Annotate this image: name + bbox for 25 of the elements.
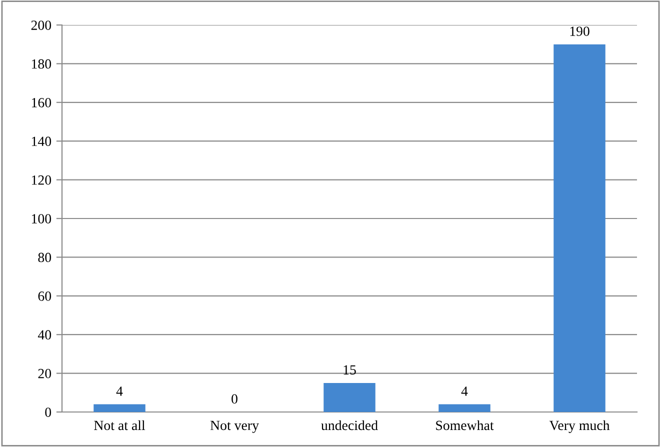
x-tick-label: Not at all — [94, 420, 146, 430]
data-label: 4 — [116, 386, 123, 396]
y-tick-label: 60 — [38, 291, 52, 301]
bar — [438, 404, 490, 412]
x-tick-label: Not very — [210, 420, 259, 433]
x-tick-label: undecided — [321, 420, 378, 430]
data-label: 15 — [344, 365, 356, 375]
y-tick-label: 80 — [38, 252, 52, 262]
data-label: 0 — [232, 394, 238, 404]
data-label: 190 — [570, 26, 590, 36]
y-tick-label: 0 — [45, 408, 52, 417]
x-tick-label: Very much — [549, 420, 610, 433]
x-tick-label: Somewhat — [436, 420, 494, 430]
bar — [324, 382, 376, 412]
y-tick-label: 20 — [38, 368, 52, 378]
y-tick-label: 40 — [38, 330, 52, 340]
bar — [94, 404, 146, 412]
y-tick-label: 200 — [31, 20, 52, 30]
bar — [554, 44, 606, 412]
y-tick-label: 160 — [32, 98, 52, 108]
y-tick-label: 100 — [32, 214, 52, 224]
y-tick-label: 180 — [32, 59, 52, 69]
y-tick-label: 120 — [32, 175, 52, 185]
y-tick-label: 140 — [32, 136, 52, 146]
data-label: 4 — [461, 386, 468, 396]
